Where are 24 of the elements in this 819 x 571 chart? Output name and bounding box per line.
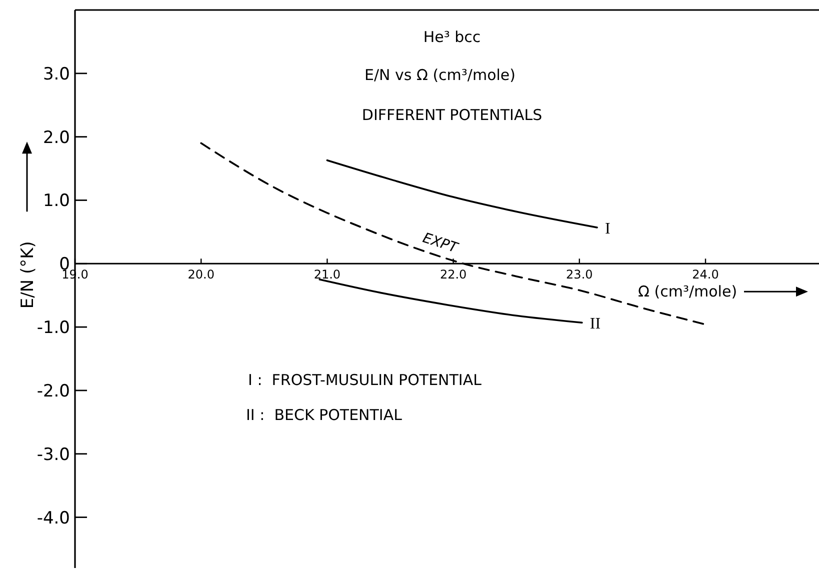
x-tick-label: 23.0	[566, 268, 593, 282]
x-tick-label: 24.0	[692, 268, 719, 282]
y-tick-label: 1.0	[42, 191, 70, 212]
x-tick-label: 21.0	[314, 268, 341, 282]
y-tick-label: 3.0	[42, 64, 70, 84]
annotation: I : FROST-MUSULIN POTENTIAL	[248, 371, 482, 389]
series-label: II	[590, 316, 601, 333]
x-tick-label: 20.0	[188, 268, 214, 282]
line-series	[318, 278, 583, 324]
line-series	[326, 159, 598, 228]
text: E/N vs Ω (cm³/mole)	[364, 66, 516, 84]
text: EXPT	[420, 230, 461, 257]
y-tick-label: 2.0	[42, 128, 70, 148]
y-axis-title: E/N (°K)	[18, 241, 38, 309]
y-tick-label: -1.0	[36, 318, 70, 338]
annotation: II : BECK POTENTIAL	[246, 406, 403, 424]
y-tick-label: -3.0	[36, 444, 70, 465]
text: He³ bcc	[423, 28, 481, 46]
x-axis-title: Ω (cm³/mole)	[638, 282, 738, 301]
x-tick-label: 22.0	[440, 268, 467, 282]
series-label: I	[605, 220, 610, 238]
y-tick-label: -4.0	[36, 508, 70, 528]
annotation: DIFFERENT POTENTIALS	[362, 106, 542, 124]
y-tick-label: -2.0	[36, 381, 70, 402]
